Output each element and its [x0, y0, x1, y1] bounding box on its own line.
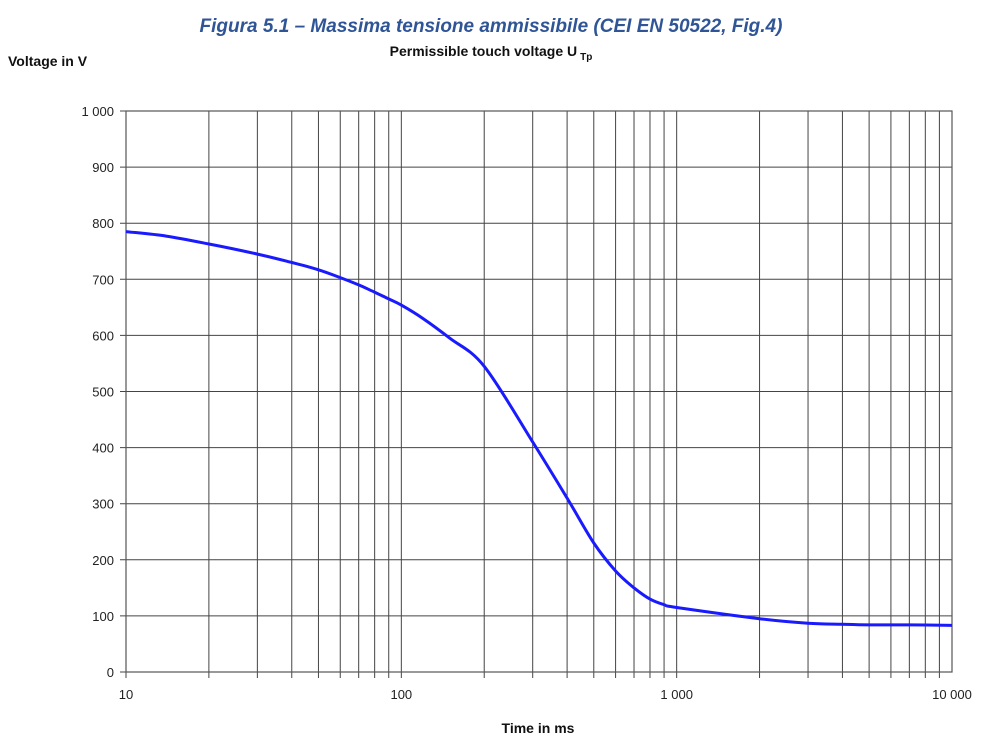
y-tick-label: 500 [92, 385, 114, 400]
grid-lines [120, 110, 952, 678]
series-line-touch-voltage [125, 230, 953, 627]
y-tick-label: 600 [92, 328, 114, 343]
y-axis-label: Voltage in V [8, 53, 88, 69]
y-tick-label: 0 [107, 665, 114, 680]
figure-caption: Figura 5.1 – Massima tensione ammissibil… [199, 16, 783, 37]
y-tick-label: 200 [92, 553, 114, 568]
y-tick-label: 900 [92, 160, 114, 175]
chart-title-subscript: Tp [580, 52, 592, 63]
plot-frame [125, 110, 953, 673]
x-tick-label: 10 [119, 687, 133, 702]
chart-title: Permissible touch voltage U Tp [390, 43, 593, 63]
y-tick-label: 800 [92, 216, 114, 231]
x-tick-label: 10 000 [932, 687, 972, 702]
y-tick-label: 100 [92, 609, 114, 624]
y-tick-label: 1 000 [81, 104, 114, 119]
x-tick-label: 1 000 [660, 687, 693, 702]
y-tick-label: 700 [92, 272, 114, 287]
chart-title-main: Permissible touch voltage U [390, 43, 578, 59]
y-tick-label: 300 [92, 497, 114, 512]
x-tick-label: 100 [390, 687, 412, 702]
tick-labels: 10 100 1 000 10 000 0 100 200 300 400 500 600 700 80… [81, 104, 971, 702]
y-tick-label: 400 [92, 441, 114, 456]
x-axis-label: Time in ms [502, 720, 575, 736]
